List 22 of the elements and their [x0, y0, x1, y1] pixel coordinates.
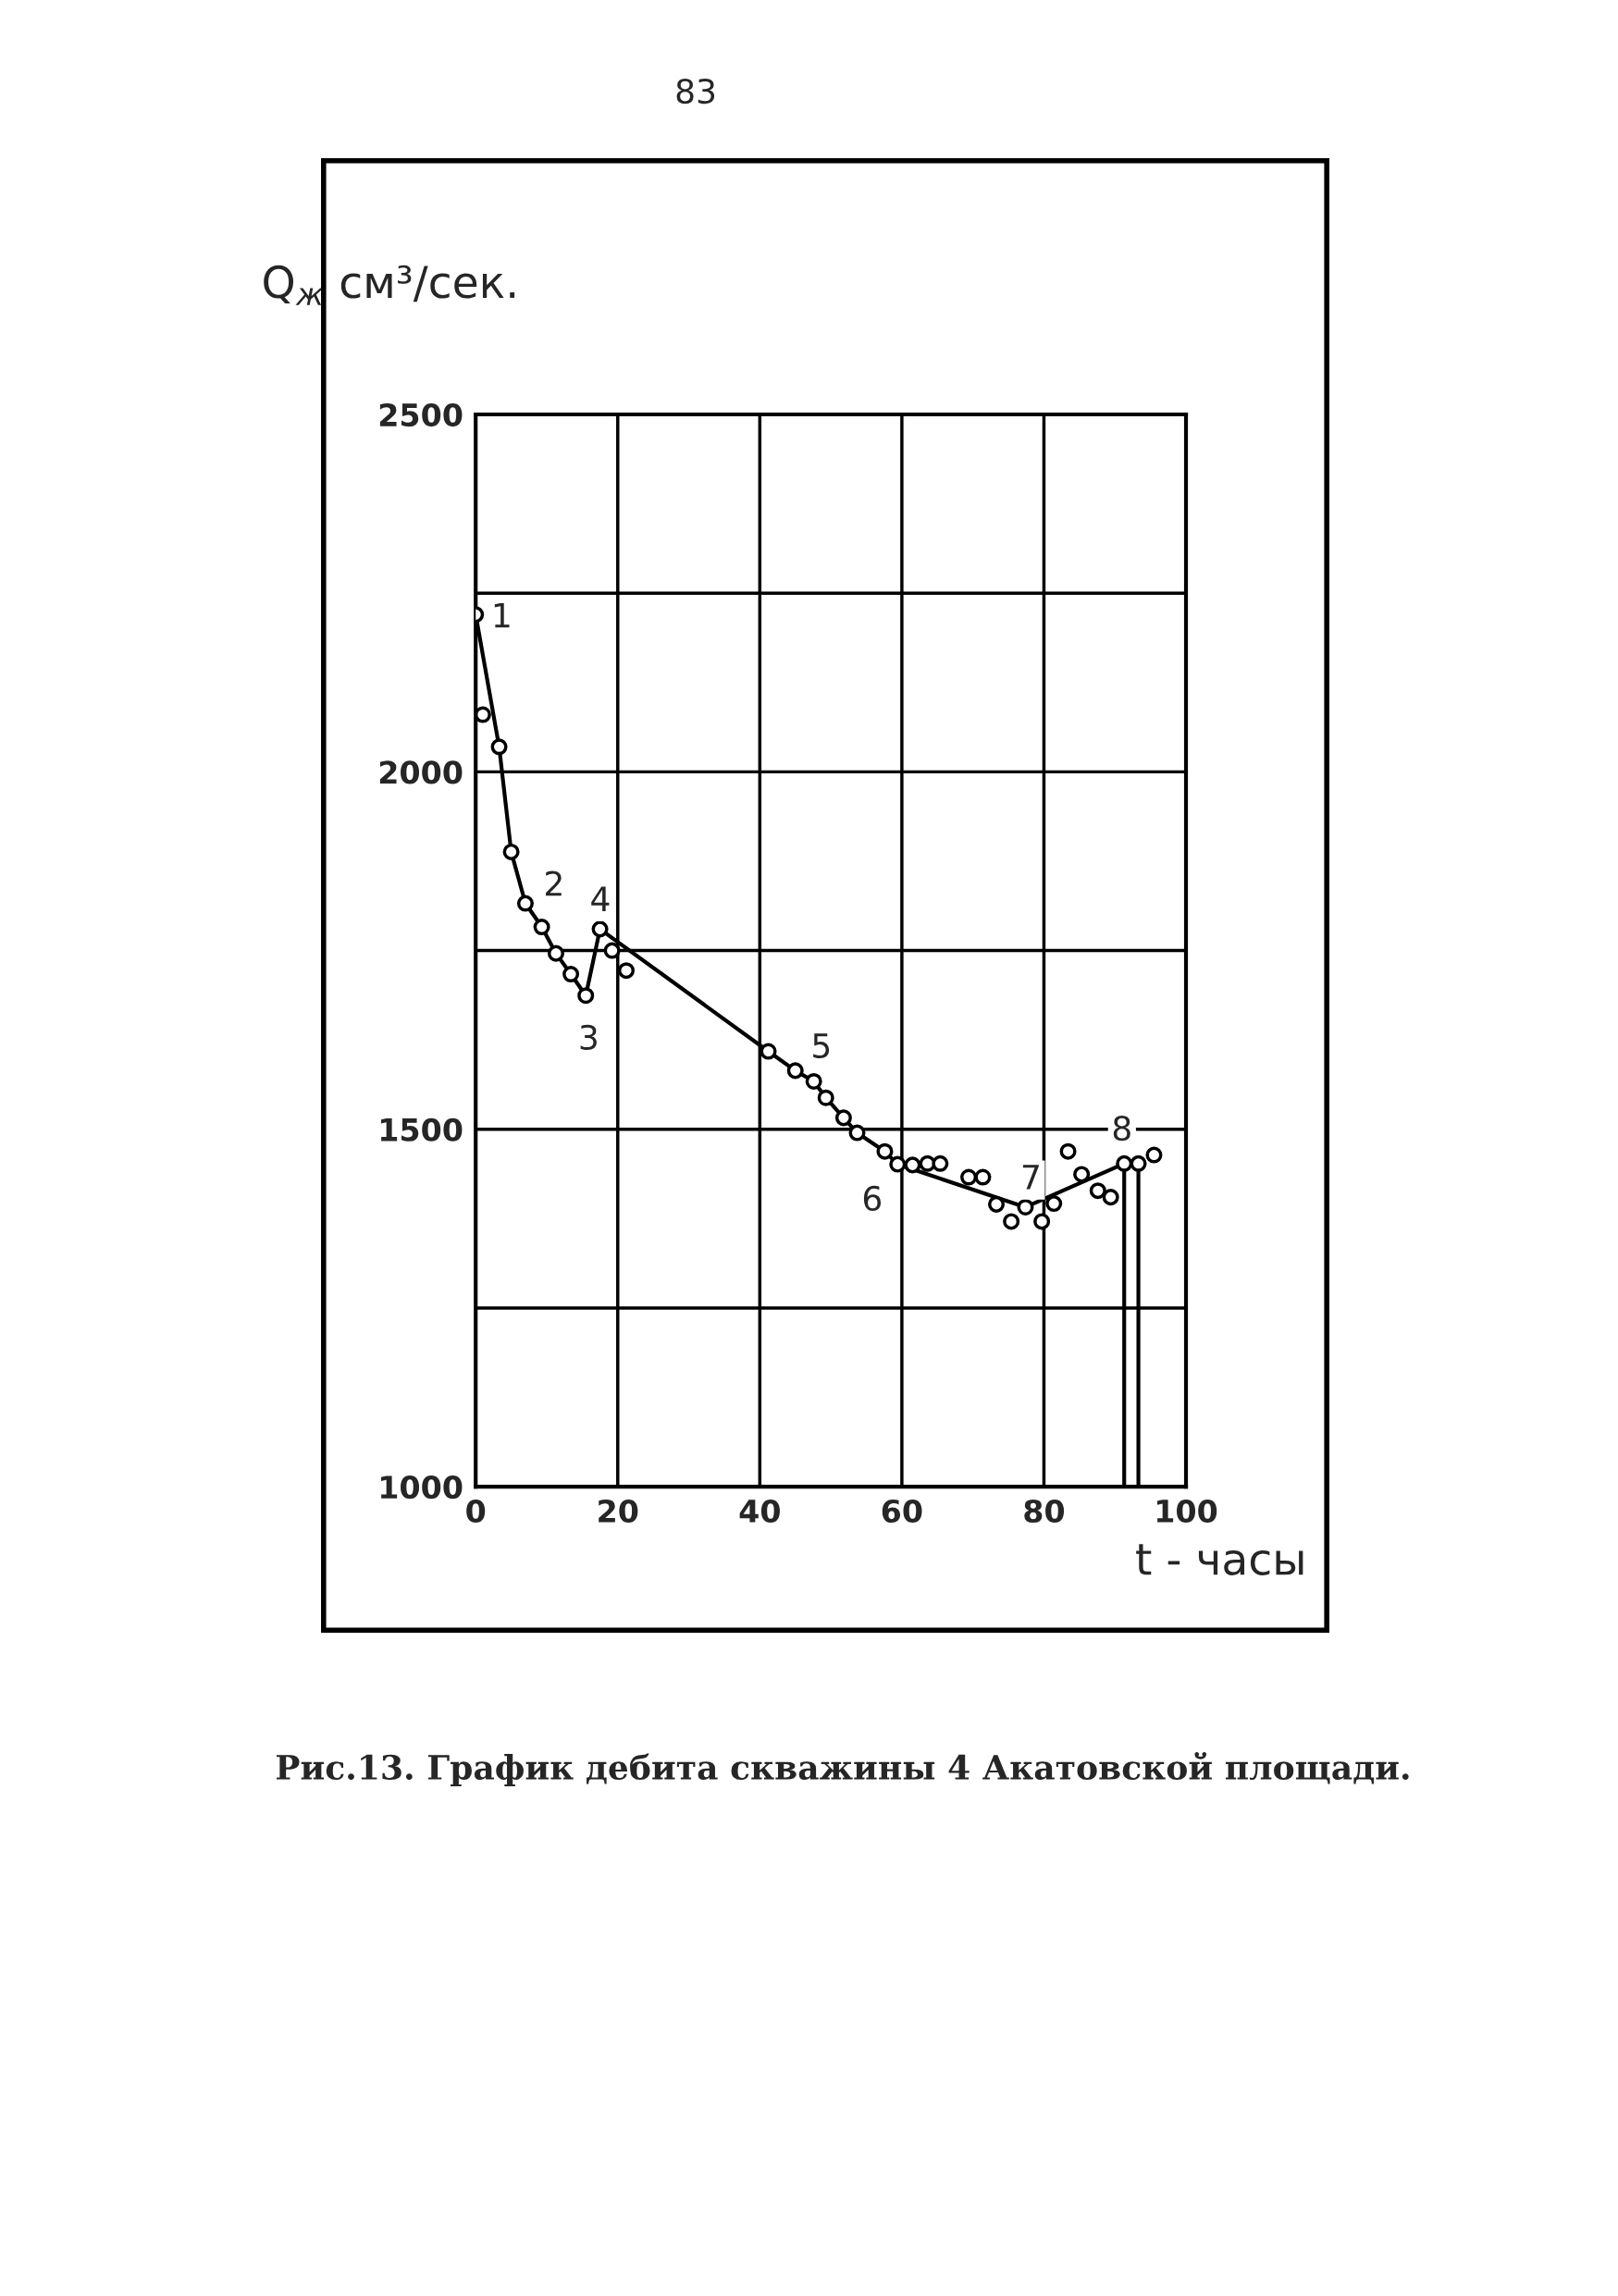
- text: 83: [676, 78, 715, 105]
- y-tick-label: 2000: [379, 760, 463, 784]
- annotation: 5: [813, 1033, 830, 1058]
- x-tick-label: 80: [1024, 1499, 1065, 1524]
- y-tick-label: 1500: [381, 1117, 463, 1142]
- y-axis-title: Q$_{ж}$ см³/сек.: [264, 265, 515, 305]
- x-tick-label: 0: [466, 1499, 486, 1524]
- x-tick-label: 100: [1156, 1499, 1217, 1524]
- annotation: 7: [1022, 1165, 1039, 1190]
- y-tick-label: 1000: [381, 1475, 463, 1500]
- annotation: 1: [494, 602, 510, 628]
- annotation: 8: [1113, 1116, 1130, 1142]
- annotation: 3: [580, 1024, 597, 1051]
- text: Рис.13. График дебита скважины 4 Акатовской площади.: [277, 1751, 1409, 1787]
- y-tick-label: 2500: [379, 402, 463, 427]
- annotation: 2: [546, 870, 562, 896]
- annotation: 4: [591, 886, 610, 911]
- annotation: 6: [863, 1185, 882, 1212]
- x-axis-title: t - часы: [1136, 1544, 1303, 1575]
- x-tick-label: 20: [599, 1499, 638, 1524]
- x-tick-label: 60: [882, 1499, 922, 1524]
- x-tick-label: 40: [739, 1499, 780, 1524]
